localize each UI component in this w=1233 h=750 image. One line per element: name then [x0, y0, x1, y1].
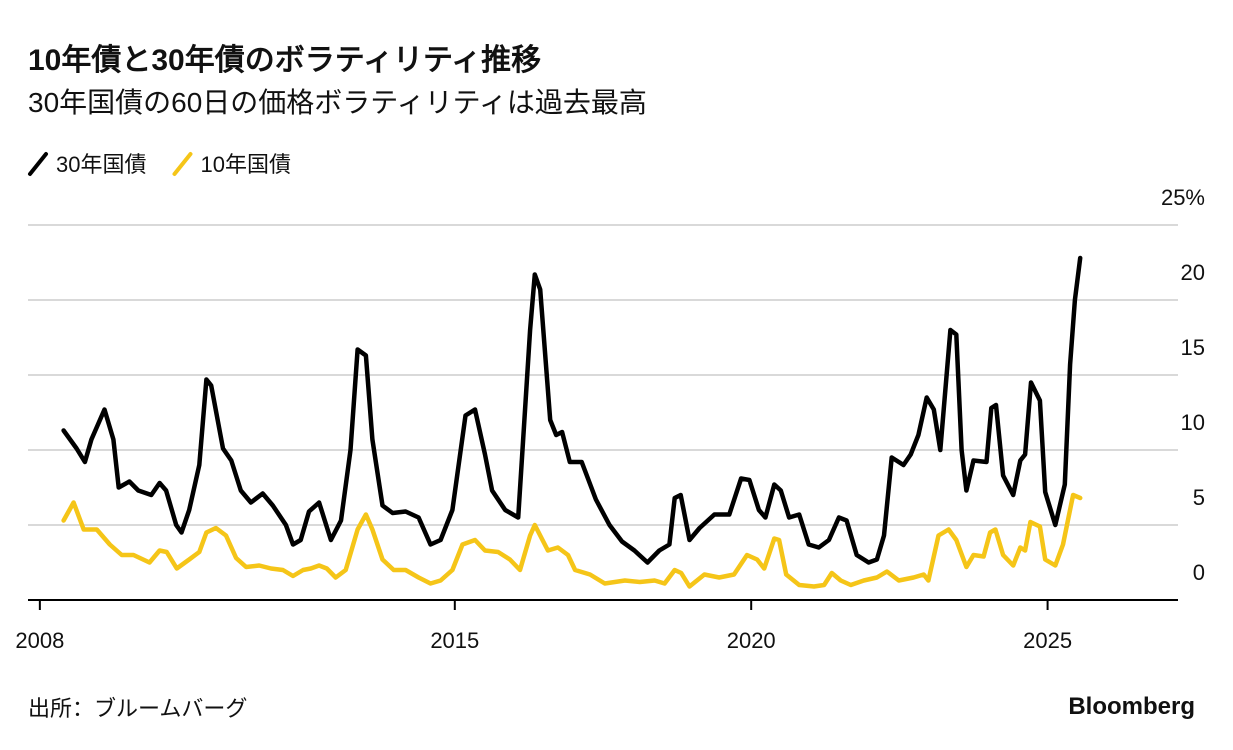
legend-label: 10年国債 [200, 152, 290, 177]
legend-label: 30年国債 [56, 152, 146, 177]
legend-swatch [28, 152, 48, 176]
x-tick-label: 2020 [727, 628, 776, 653]
chart-subtitle: 30年国債の60日の価格ボラティリティは過去最高 [28, 87, 647, 118]
x-tick-label: 2008 [15, 628, 64, 653]
series-line [61, 492, 1083, 589]
y-tick-label: 5 [1193, 485, 1205, 510]
chart-title: 10年債と30年債のボラティリティ推移 [28, 44, 541, 77]
source: 出所：ブルームバーグ [28, 696, 247, 721]
y-tick-label: 25% [1161, 185, 1205, 210]
brand: Bloomberg [1068, 693, 1195, 720]
x-tick-label: 2025 [1023, 628, 1072, 653]
series-line [61, 255, 1083, 565]
y-tick-label: 0 [1193, 560, 1205, 585]
y-tick-label: 15 [1181, 335, 1205, 360]
legend-swatch [172, 152, 193, 176]
x-tick-label: 2015 [430, 628, 479, 653]
y-tick-label: 10 [1181, 410, 1205, 435]
y-tick-label: 20 [1181, 260, 1205, 285]
